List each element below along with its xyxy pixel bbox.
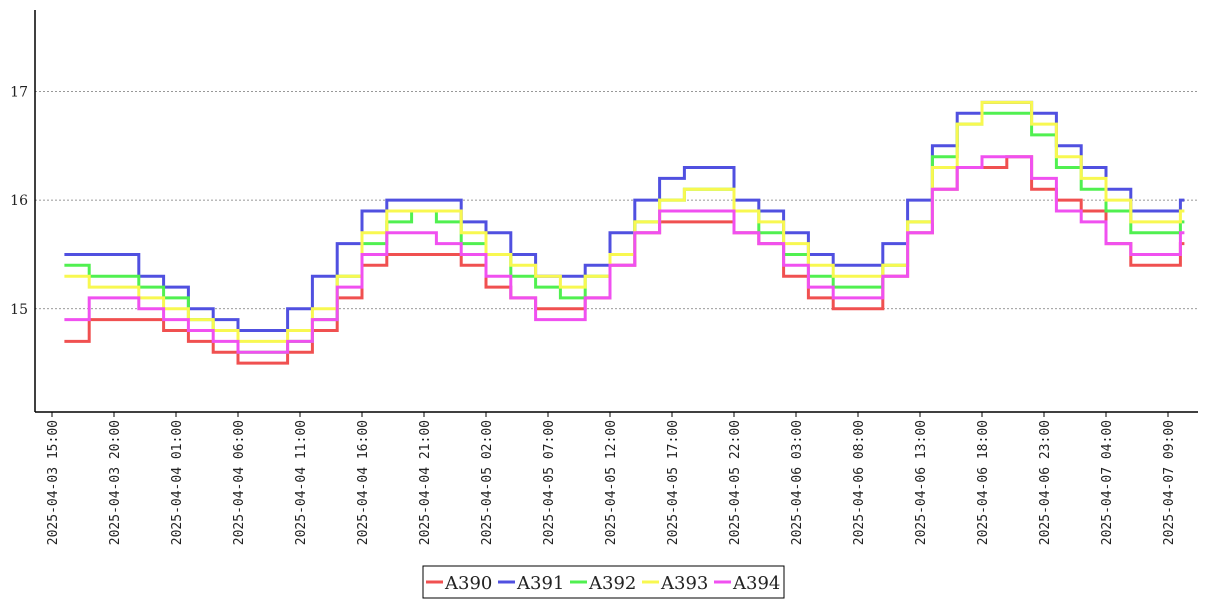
x-tick-label: 2025-04-06 08:00 bbox=[852, 420, 867, 545]
series-lines bbox=[64, 100, 1185, 365]
axes bbox=[34, 10, 1198, 413]
y-tick-labels: 15 16 17 bbox=[10, 84, 28, 317]
x-tick-label: 2025-04-03 15:00 bbox=[46, 420, 61, 545]
x-tick-label: 2025-04-04 21:00 bbox=[418, 420, 433, 545]
x-tick-label: 2025-04-04 11:00 bbox=[294, 420, 309, 545]
legend: A390 A391 A392 A393 A394 bbox=[422, 565, 785, 599]
x-tick-label: 2025-04-04 01:00 bbox=[170, 420, 185, 545]
x-tick-label: 2025-04-06 23:00 bbox=[1038, 420, 1053, 545]
y-tick-label: 15 bbox=[10, 302, 28, 318]
x-tick-label: 2025-04-05 22:00 bbox=[728, 420, 743, 545]
x-tick-label: 2025-04-05 12:00 bbox=[604, 420, 619, 545]
series-line-a394 bbox=[64, 155, 1185, 354]
x-tick-label: 2025-04-05 02:00 bbox=[480, 420, 495, 545]
x-tick-label: 2025-04-05 07:00 bbox=[542, 420, 557, 545]
x-tick-label: 2025-04-03 20:00 bbox=[108, 420, 123, 545]
x-tick-label: 2025-04-07 04:00 bbox=[1100, 420, 1115, 545]
x-tick-label: 2025-04-06 13:00 bbox=[914, 420, 929, 545]
series-line-a391 bbox=[64, 100, 1185, 332]
x-tick-label: 2025-04-07 09:00 bbox=[1162, 420, 1177, 545]
legend-label: A390 bbox=[444, 573, 492, 594]
series-line-a393 bbox=[64, 100, 1185, 343]
x-tick-labels: 2025-04-03 15:00 2025-04-03 20:00 2025-04-… bbox=[46, 412, 1177, 545]
x-tick-label: 2025-04-05 17:00 bbox=[666, 420, 681, 545]
y-tick-label: 17 bbox=[10, 84, 28, 100]
x-tick-label: 2025-04-06 03:00 bbox=[790, 420, 805, 545]
series-line-a390 bbox=[64, 155, 1185, 365]
x-tick-label: 2025-04-04 06:00 bbox=[232, 420, 247, 545]
legend-label: A391 bbox=[516, 573, 564, 594]
legend-label: A394 bbox=[732, 573, 780, 594]
y-tick-label: 16 bbox=[10, 193, 28, 209]
gridlines bbox=[35, 91, 1198, 310]
legend-label: A392 bbox=[588, 573, 636, 594]
legend-label: A393 bbox=[660, 573, 708, 594]
x-tick-label: 2025-04-04 16:00 bbox=[356, 420, 371, 545]
x-tick-label: 2025-04-06 18:00 bbox=[976, 420, 991, 545]
